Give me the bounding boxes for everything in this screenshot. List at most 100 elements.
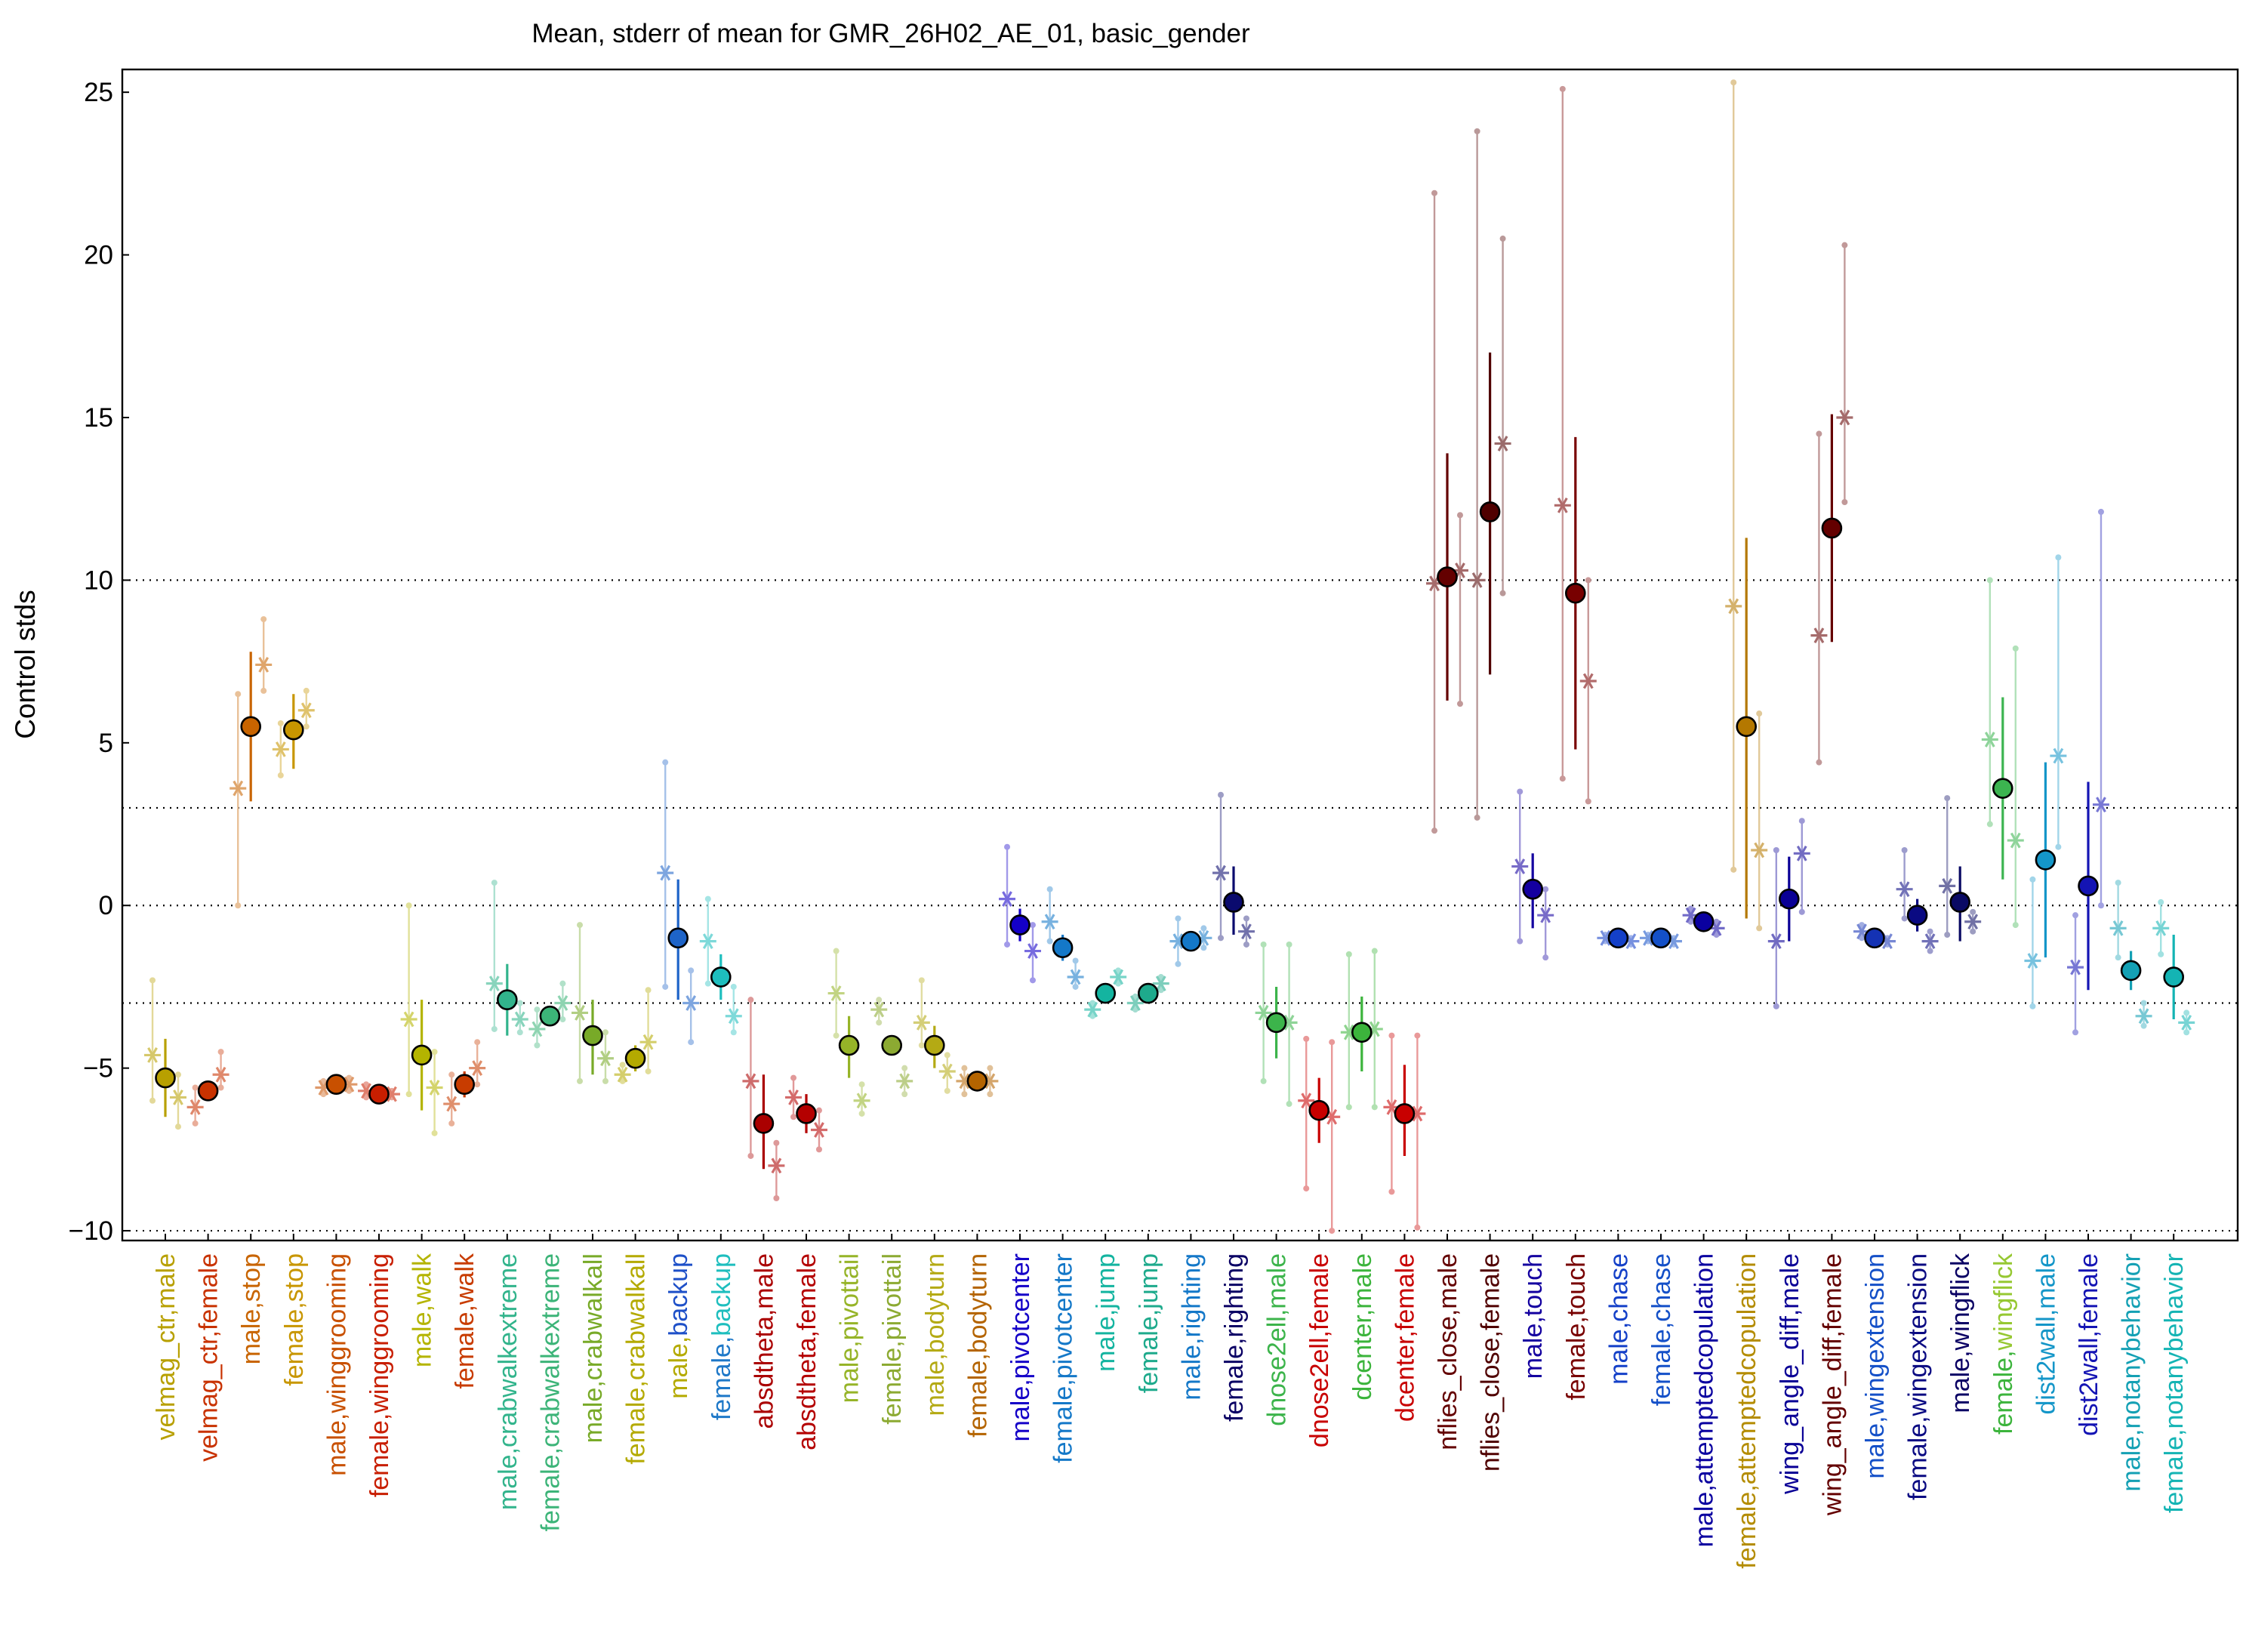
replicate-end-dot: [1474, 128, 1480, 134]
replicate-end-dot: [174, 1123, 181, 1130]
replicate-mean-star: [1212, 865, 1230, 881]
replicate-end-dot: [474, 1039, 481, 1046]
replicate-mean-star: [699, 933, 716, 949]
replicate-end-dot: [277, 720, 284, 726]
replicate-end-dot: [2097, 508, 2104, 515]
x-tick-label: female,walk: [451, 1253, 479, 1389]
mean-marker: [1223, 892, 1244, 913]
mean-marker: [1052, 937, 1074, 959]
replicate-mean-star: [572, 1005, 589, 1021]
replicate-end-dot: [1927, 948, 1933, 954]
x-tick-label: female,wingextension: [1904, 1253, 1933, 1500]
replicate-mean-star: [144, 1047, 162, 1063]
series-group: [186, 1049, 230, 1127]
replicate-mean-star: [1537, 907, 1554, 923]
mean-marker: [496, 989, 518, 1010]
x-tick-label: male,bodyturn: [921, 1253, 950, 1416]
replicate-end-dot: [2158, 898, 2164, 905]
mean-marker: [325, 1074, 347, 1095]
series-group: [443, 1039, 486, 1127]
replicate-mean-star: [169, 1090, 186, 1105]
replicate-end-dot: [2012, 645, 2019, 652]
replicate-mean-star: [1237, 923, 1255, 940]
series-group: [2109, 880, 2152, 1029]
replicate-end-dot: [1756, 925, 1763, 932]
replicate-end-dot: [260, 687, 267, 694]
mean-marker: [155, 1067, 176, 1089]
replicate-mean-star: [614, 1066, 631, 1083]
mean-marker: [1949, 892, 1970, 913]
replicate-mean-star: [725, 1008, 742, 1025]
replicate-end-dot: [1243, 915, 1249, 922]
replicate-mean-star: [1067, 969, 1084, 985]
replicate-end-dot: [2115, 880, 2121, 886]
replicate-mean-star: [870, 1001, 888, 1018]
replicate-end-dot: [577, 922, 584, 929]
mean-marker: [1607, 927, 1629, 949]
replicate-end-dot: [730, 1029, 737, 1036]
replicate-mean-star: [1836, 409, 1853, 426]
y-tick-label: 10: [84, 566, 113, 595]
replicate-end-dot: [1798, 908, 1805, 915]
series-group: [400, 902, 443, 1136]
replicate-mean-star: [1767, 933, 1785, 949]
replicate-end-dot: [516, 1000, 523, 1006]
replicate-end-dot: [1798, 818, 1805, 824]
replicate-end-dot: [1371, 1104, 1378, 1111]
x-tick-label: male,touch: [1519, 1253, 1548, 1379]
replicate-end-dot: [1756, 710, 1763, 717]
x-tick-label: female,pivotcenter: [1049, 1253, 1078, 1463]
mean-marker: [1265, 1012, 1287, 1034]
replicate-end-dot: [1816, 430, 1822, 437]
series-group: [2067, 508, 2109, 1036]
mean-marker: [710, 966, 732, 988]
replicate-end-dot: [2055, 843, 2062, 850]
replicate-end-dot: [474, 1081, 481, 1088]
mean-marker: [1565, 582, 1586, 604]
replicate-end-dot: [235, 691, 242, 698]
x-tick-label: male,jump: [1092, 1253, 1120, 1372]
series-group: [144, 977, 186, 1130]
mean-marker: [1095, 982, 1116, 1004]
series-group: [485, 880, 528, 1036]
replicate-end-dot: [987, 1065, 994, 1071]
x-tick-label: female,notanybehavior: [2160, 1253, 2189, 1513]
mean-marker: [454, 1074, 476, 1095]
replicate-mean-star: [511, 1011, 528, 1028]
mean-marker: [411, 1044, 433, 1066]
replicate-end-dot: [602, 1077, 608, 1084]
x-tick-label: male,crabwalkextreme: [494, 1253, 522, 1510]
replicate-end-dot: [1218, 791, 1225, 798]
replicate-end-dot: [1986, 821, 1993, 828]
y-tick-label: 0: [99, 891, 113, 920]
replicate-end-dot: [1944, 932, 1951, 938]
replicate-end-dot: [1072, 957, 1079, 964]
replicate-end-dot: [876, 997, 883, 1003]
series-group: [1981, 577, 2024, 929]
mean-marker: [838, 1034, 860, 1056]
replicate-end-dot: [1901, 847, 1908, 853]
mean-marker: [1009, 914, 1031, 935]
replicate-end-dot: [833, 1032, 840, 1039]
replicate-mean-star: [2092, 797, 2109, 813]
replicate-end-dot: [1286, 941, 1292, 948]
replicate-end-dot: [303, 723, 310, 730]
replicate-end-dot: [1901, 915, 1908, 922]
replicate-end-dot: [2029, 876, 2036, 883]
replicate-end-dot: [217, 1049, 224, 1056]
replicate-end-dot: [1431, 828, 1438, 834]
replicate-end-dot: [2055, 554, 2062, 561]
replicate-end-dot: [1730, 866, 1737, 873]
x-tick-label: female,attemptedcopulation: [1733, 1253, 1761, 1569]
mean-marker: [197, 1080, 219, 1102]
mean-marker: [2035, 849, 2057, 871]
replicate-end-dot: [405, 1091, 412, 1098]
replicate-end-dot: [491, 1025, 498, 1032]
replicate-end-dot: [1046, 886, 1053, 892]
replicate-end-dot: [1329, 1228, 1336, 1234]
x-tick-label: male,notanybehavior: [2118, 1253, 2146, 1492]
x-axis: velmag_ctr,male velmag_ctr,female male,sto…: [152, 1234, 2189, 1569]
replicate-end-dot: [704, 895, 711, 902]
series-group: [742, 997, 785, 1201]
replicate-end-dot: [901, 1091, 908, 1098]
